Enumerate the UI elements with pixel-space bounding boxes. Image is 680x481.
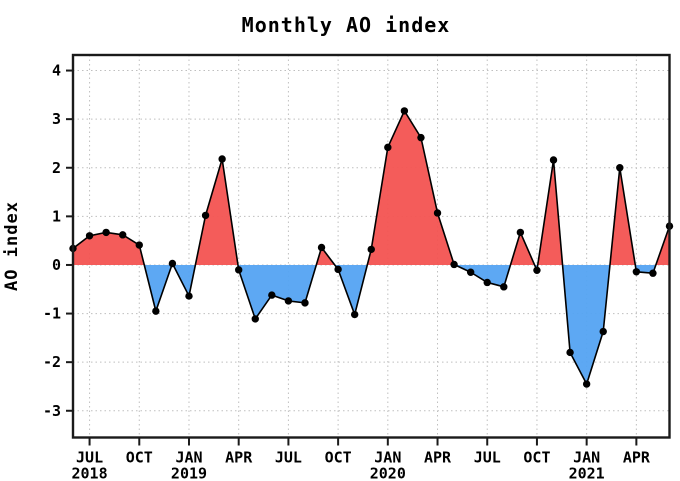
y-tick-label: 2 [52, 159, 61, 177]
plot-border [71, 53, 671, 439]
x-tick-label: JUL [76, 449, 103, 467]
data-point-marker [119, 231, 127, 239]
data-point-marker [185, 292, 193, 300]
data-point-marker [201, 211, 210, 220]
x-tick-year-label: 2018 [72, 465, 108, 481]
data-point-marker [301, 299, 309, 307]
data-point-marker [500, 283, 508, 291]
data-point-marker [483, 278, 491, 287]
x-tick-label: JUL [474, 449, 501, 467]
x-tick-label: JAN [374, 449, 401, 467]
x-tick-label: APR [424, 449, 452, 467]
x-tick-label: APR [623, 449, 651, 467]
data-point-marker [152, 307, 160, 315]
x-tick-label: APR [225, 449, 253, 467]
y-axis-label: AO index [2, 201, 22, 291]
x-tick-label: JUL [275, 449, 302, 467]
data-point-marker [317, 243, 326, 252]
data-point-marker [168, 259, 177, 268]
data-point-marker [533, 266, 541, 275]
data-point-marker [632, 268, 641, 276]
data-point-marker [566, 348, 574, 357]
y-tick-label: 0 [52, 256, 61, 274]
data-point-marker [268, 291, 276, 299]
data-point-marker [466, 268, 475, 276]
positive-area-fill [73, 110, 670, 265]
y-tick-label: 3 [52, 110, 61, 128]
data-point-marker [433, 209, 442, 217]
y-tick-label: 4 [52, 62, 61, 80]
axes [66, 53, 671, 446]
data-point-marker [549, 156, 558, 164]
data-point-marker [599, 327, 607, 336]
data-point-marker [218, 155, 226, 163]
data-point-marker [234, 266, 243, 274]
x-tick-label: JAN [573, 449, 600, 467]
chart-title: Monthly AO index [242, 13, 451, 37]
data-point-marker [251, 315, 259, 323]
data-point-marker [384, 143, 392, 152]
gridlines [73, 55, 670, 438]
y-tick-label: -3 [43, 402, 61, 420]
x-tick-label: JAN [175, 449, 202, 467]
data-point-marker [516, 228, 525, 237]
data-point-marker [284, 297, 293, 305]
x-tick-label: OCT [325, 449, 352, 467]
data-point-marker [367, 245, 375, 254]
data-point-marker [135, 241, 143, 249]
data-point-marker [616, 164, 624, 172]
y-tick-label: -1 [43, 305, 61, 323]
x-tick-year-label: 2021 [569, 465, 605, 481]
x-tick-label: OCT [523, 449, 550, 467]
data-point-marker [649, 269, 657, 277]
data-point-marker [350, 310, 359, 319]
x-tick-year-label: 2020 [370, 465, 406, 481]
data-point-marker [400, 107, 409, 115]
x-tick-year-label: 2019 [171, 465, 207, 481]
data-point-marker [85, 232, 94, 240]
y-tick-label: 1 [52, 207, 61, 225]
data-point-marker [334, 265, 342, 274]
data-point-marker [102, 228, 110, 237]
x-tick-label: OCT [126, 449, 153, 467]
data-point-marker [417, 133, 425, 142]
data-point-marker [582, 380, 591, 388]
y-tick-label: -2 [43, 353, 61, 371]
data-point-marker [450, 260, 458, 269]
